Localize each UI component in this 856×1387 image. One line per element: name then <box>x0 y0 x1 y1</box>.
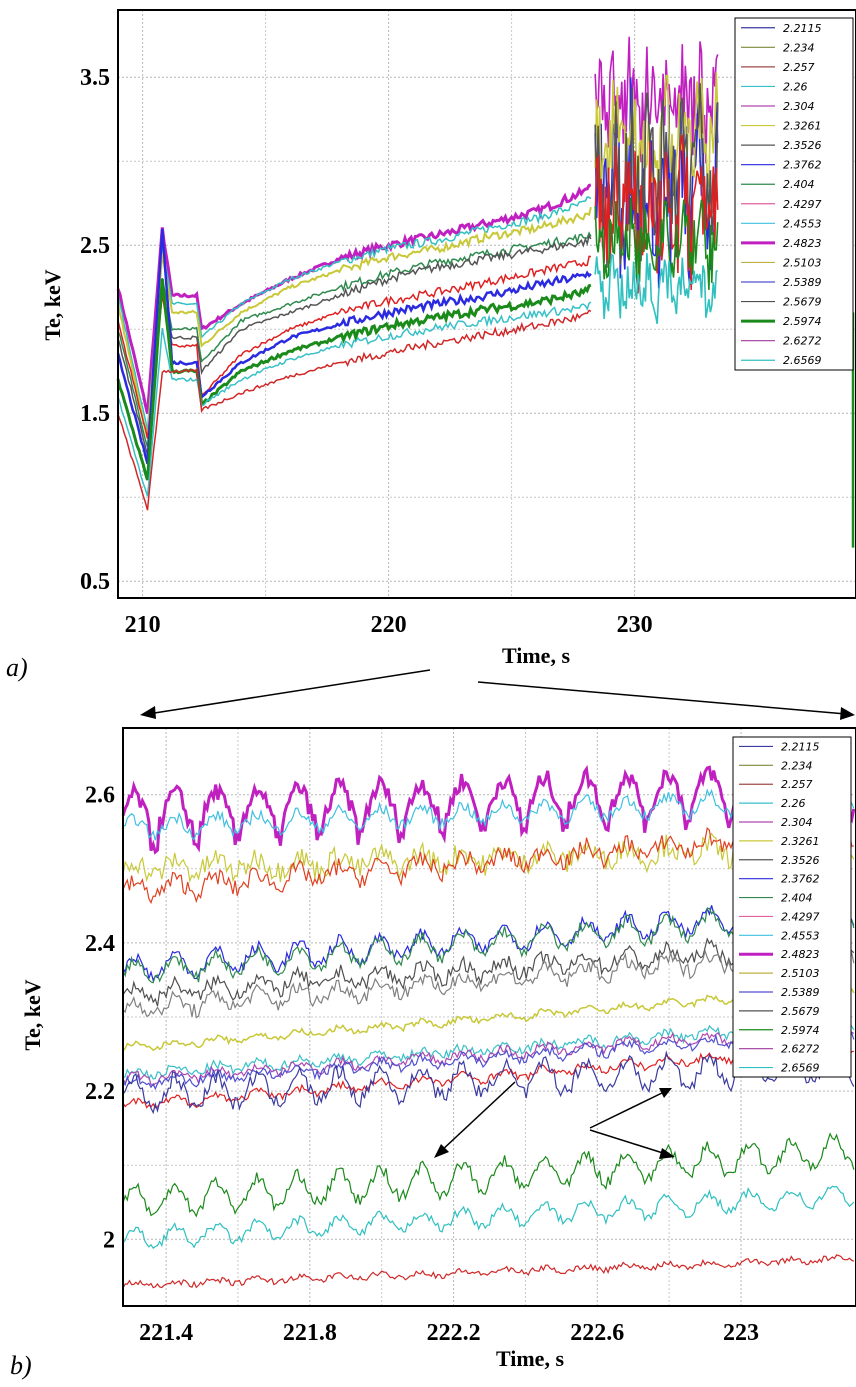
x-tick-label: 221.8 <box>283 1320 337 1346</box>
y-tick-label: 2 <box>103 1227 115 1253</box>
legend-entry: 2.257 <box>783 61 815 74</box>
legend-a: 2.2115 2.234 2.257 2.26 2.304 2.3261 2.3526 2.3… <box>735 18 853 370</box>
legend-entry: 2.4823 <box>781 948 820 961</box>
legend-entry: 2.5103 <box>783 256 822 269</box>
legend-entry: 2.3261 <box>781 835 820 848</box>
zoom-arrow-left <box>148 670 430 714</box>
legend-entry: 2.6569 <box>783 354 822 367</box>
panel-label-b: b) <box>10 1351 32 1380</box>
zoom-arrows <box>140 670 855 720</box>
panel-label-a: a) <box>6 653 28 682</box>
x-tick-label: 222.2 <box>427 1320 481 1346</box>
legend-entry: 2.4823 <box>783 237 822 250</box>
legend-entry: 2.404 <box>783 178 815 191</box>
y-tick-label: 2.2 <box>85 1079 115 1105</box>
y-tick-label: 2.5 <box>80 233 110 259</box>
zoom-arrow-right-head <box>840 707 855 720</box>
legend-entry: 2.6272 <box>783 335 822 348</box>
legend-entry: 2.3526 <box>783 139 822 152</box>
y-tick-label: 1.5 <box>80 401 110 427</box>
legend-entry: 2.6272 <box>781 1043 820 1056</box>
zoom-arrow-right <box>478 682 846 714</box>
legend-entry: 2.304 <box>783 100 815 113</box>
x-tick-label: 220 <box>371 612 407 638</box>
legend-entry: 2.5389 <box>783 276 822 289</box>
x-tick-label: 230 <box>617 612 653 638</box>
y-tick-label: 3.5 <box>80 65 110 91</box>
legend-entry: 2.4297 <box>783 198 822 211</box>
legend-entry: 2.5974 <box>783 315 822 328</box>
legend-entry: 2.26 <box>781 797 806 810</box>
x-tick-label: 222.6 <box>570 1320 624 1346</box>
legend-entry: 2.404 <box>781 892 813 905</box>
legend-entry: 2.304 <box>781 816 813 829</box>
x-axis-title-a: Time, s <box>502 643 570 668</box>
legend-entry: 2.5389 <box>781 986 820 999</box>
legend-entry: 2.3762 <box>783 159 822 172</box>
legend-entry: 2.2115 <box>781 740 820 753</box>
legend-entry: 2.5103 <box>781 967 820 980</box>
y-tick-label: 2.4 <box>85 931 115 957</box>
panel-b: 221.4 221.8 222.2 222.6 223 2 2.2 2.4 2.6 Te, ke… <box>10 728 856 1380</box>
legend-entry: 2.5974 <box>781 1024 820 1037</box>
x-tick-label: 221.4 <box>139 1320 193 1346</box>
x-tick-label: 210 <box>125 612 161 638</box>
legend-b: 2.2115 2.234 2.257 2.26 2.304 2.3261 2.3526 2.3… <box>733 737 851 1077</box>
legend-entry: 2.5679 <box>781 1005 820 1018</box>
zoom-arrow-left-head <box>140 706 156 719</box>
y-tick-label: 0.5 <box>80 569 110 595</box>
legend-entry: 2.2115 <box>783 22 822 35</box>
x-tick-label: 223 <box>723 1320 759 1346</box>
x-axis-title-b: Time, s <box>496 1346 564 1371</box>
legend-entry: 2.6569 <box>781 1062 820 1075</box>
panel-a: 210 220 230 0.5 1.5 2.5 3.5 Te, keV Time, s a)… <box>6 10 856 682</box>
y-axis-title-a: Te, keV <box>40 269 65 340</box>
legend-entry: 2.234 <box>781 759 813 772</box>
legend-entry: 2.234 <box>783 41 815 54</box>
legend-entry: 2.3762 <box>781 873 820 886</box>
legend-entry: 2.26 <box>783 80 808 93</box>
legend-entry: 2.5679 <box>783 296 822 309</box>
legend-entry: 2.257 <box>781 778 813 791</box>
y-tick-label: 2.6 <box>85 783 115 809</box>
legend-entry: 2.4553 <box>781 929 820 942</box>
legend-entry: 2.4297 <box>781 910 820 923</box>
legend-entry: 2.4553 <box>783 217 822 230</box>
legend-entry: 2.3526 <box>781 854 820 867</box>
y-axis-title-b: Te, keV <box>20 979 45 1050</box>
legend-entry: 2.3261 <box>783 120 822 133</box>
